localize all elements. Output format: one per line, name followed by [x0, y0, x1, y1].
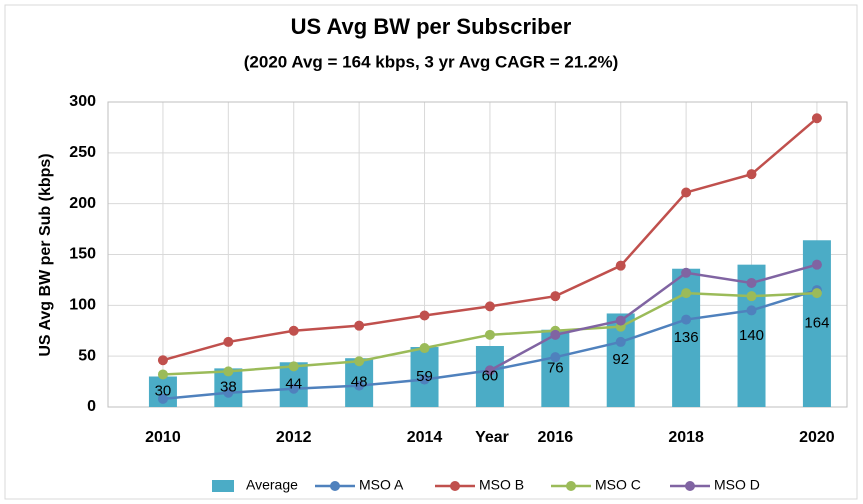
line-marker — [419, 343, 430, 354]
data-label: 38 — [220, 379, 237, 396]
line-marker — [811, 113, 822, 124]
data-label: 76 — [547, 359, 564, 376]
bar — [541, 329, 570, 407]
data-label: 48 — [351, 374, 368, 391]
line-marker — [484, 329, 495, 340]
line-marker — [484, 301, 495, 312]
legend-swatch — [212, 480, 234, 492]
data-label: 59 — [416, 368, 433, 385]
legend-label: MSO C — [595, 477, 641, 493]
line-marker — [419, 374, 430, 385]
line-marker — [288, 383, 299, 394]
legend-label: Average — [246, 477, 298, 493]
line-marker — [746, 169, 757, 180]
data-label: 164 — [804, 315, 829, 332]
data-label: 92 — [612, 351, 629, 368]
x-axis-label: Year — [475, 429, 509, 446]
line-marker — [681, 314, 692, 325]
chart-subtitle: (2020 Avg = 164 kbps, 3 yr Avg CAGR = 21… — [244, 52, 618, 71]
line-marker — [354, 380, 365, 391]
line-marker — [746, 305, 757, 316]
line-marker — [354, 356, 365, 367]
line-marker — [811, 288, 822, 299]
legend-marker — [450, 481, 460, 491]
x-tick-label: 2020 — [799, 429, 835, 446]
line-marker — [615, 260, 626, 271]
chart-title: US Avg BW per Subscriber — [291, 14, 572, 39]
x-tick-label: 2018 — [668, 429, 704, 446]
line — [489, 263, 818, 372]
y-axis-label: US Avg BW per Sub (kbps) — [37, 153, 54, 356]
bar — [737, 264, 766, 407]
data-label: 140 — [739, 327, 764, 344]
y-tick-label: 250 — [69, 144, 96, 161]
data-label: 136 — [674, 329, 699, 346]
data-label: 44 — [285, 376, 302, 393]
line-marker — [157, 369, 168, 380]
line-marker — [223, 387, 234, 398]
chart-border — [4, 4, 858, 500]
legend-marker — [566, 481, 576, 491]
y-tick-label: 200 — [69, 195, 96, 212]
x-tick-label: 2014 — [407, 429, 443, 446]
line-marker — [288, 361, 299, 372]
legend-marker — [330, 481, 340, 491]
line-marker — [615, 336, 626, 347]
y-tick-label: 150 — [69, 246, 96, 263]
line-marker — [746, 291, 757, 302]
y-tick-label: 50 — [78, 347, 96, 364]
line-marker — [615, 315, 626, 326]
legend-label: MSO A — [359, 477, 404, 493]
bar — [475, 346, 504, 407]
line-marker — [550, 352, 561, 363]
line-marker — [550, 291, 561, 302]
line-marker — [746, 277, 757, 288]
x-tick-label: 2010 — [145, 429, 181, 446]
data-label: 30 — [155, 383, 172, 400]
line-marker — [550, 329, 561, 340]
legend-label: MSO D — [714, 477, 760, 493]
line-marker — [681, 267, 692, 278]
line-marker — [157, 355, 168, 366]
legend-marker — [685, 481, 695, 491]
y-tick-label: 0 — [87, 398, 96, 415]
line-marker — [288, 325, 299, 336]
line-marker — [681, 288, 692, 299]
line-marker — [157, 393, 168, 404]
line-marker — [419, 310, 430, 321]
y-tick-label: 300 — [69, 93, 96, 110]
legend-label: MSO B — [479, 477, 524, 493]
data-label: 60 — [482, 367, 499, 384]
y-tick-label: 100 — [69, 297, 96, 314]
line-marker — [484, 365, 495, 376]
line-marker — [681, 187, 692, 198]
line-marker — [354, 320, 365, 331]
x-tick-label: 2012 — [276, 429, 312, 446]
line-marker — [223, 336, 234, 347]
x-tick-label: 2016 — [538, 429, 574, 446]
line-marker — [223, 366, 234, 377]
line-marker — [811, 259, 822, 270]
